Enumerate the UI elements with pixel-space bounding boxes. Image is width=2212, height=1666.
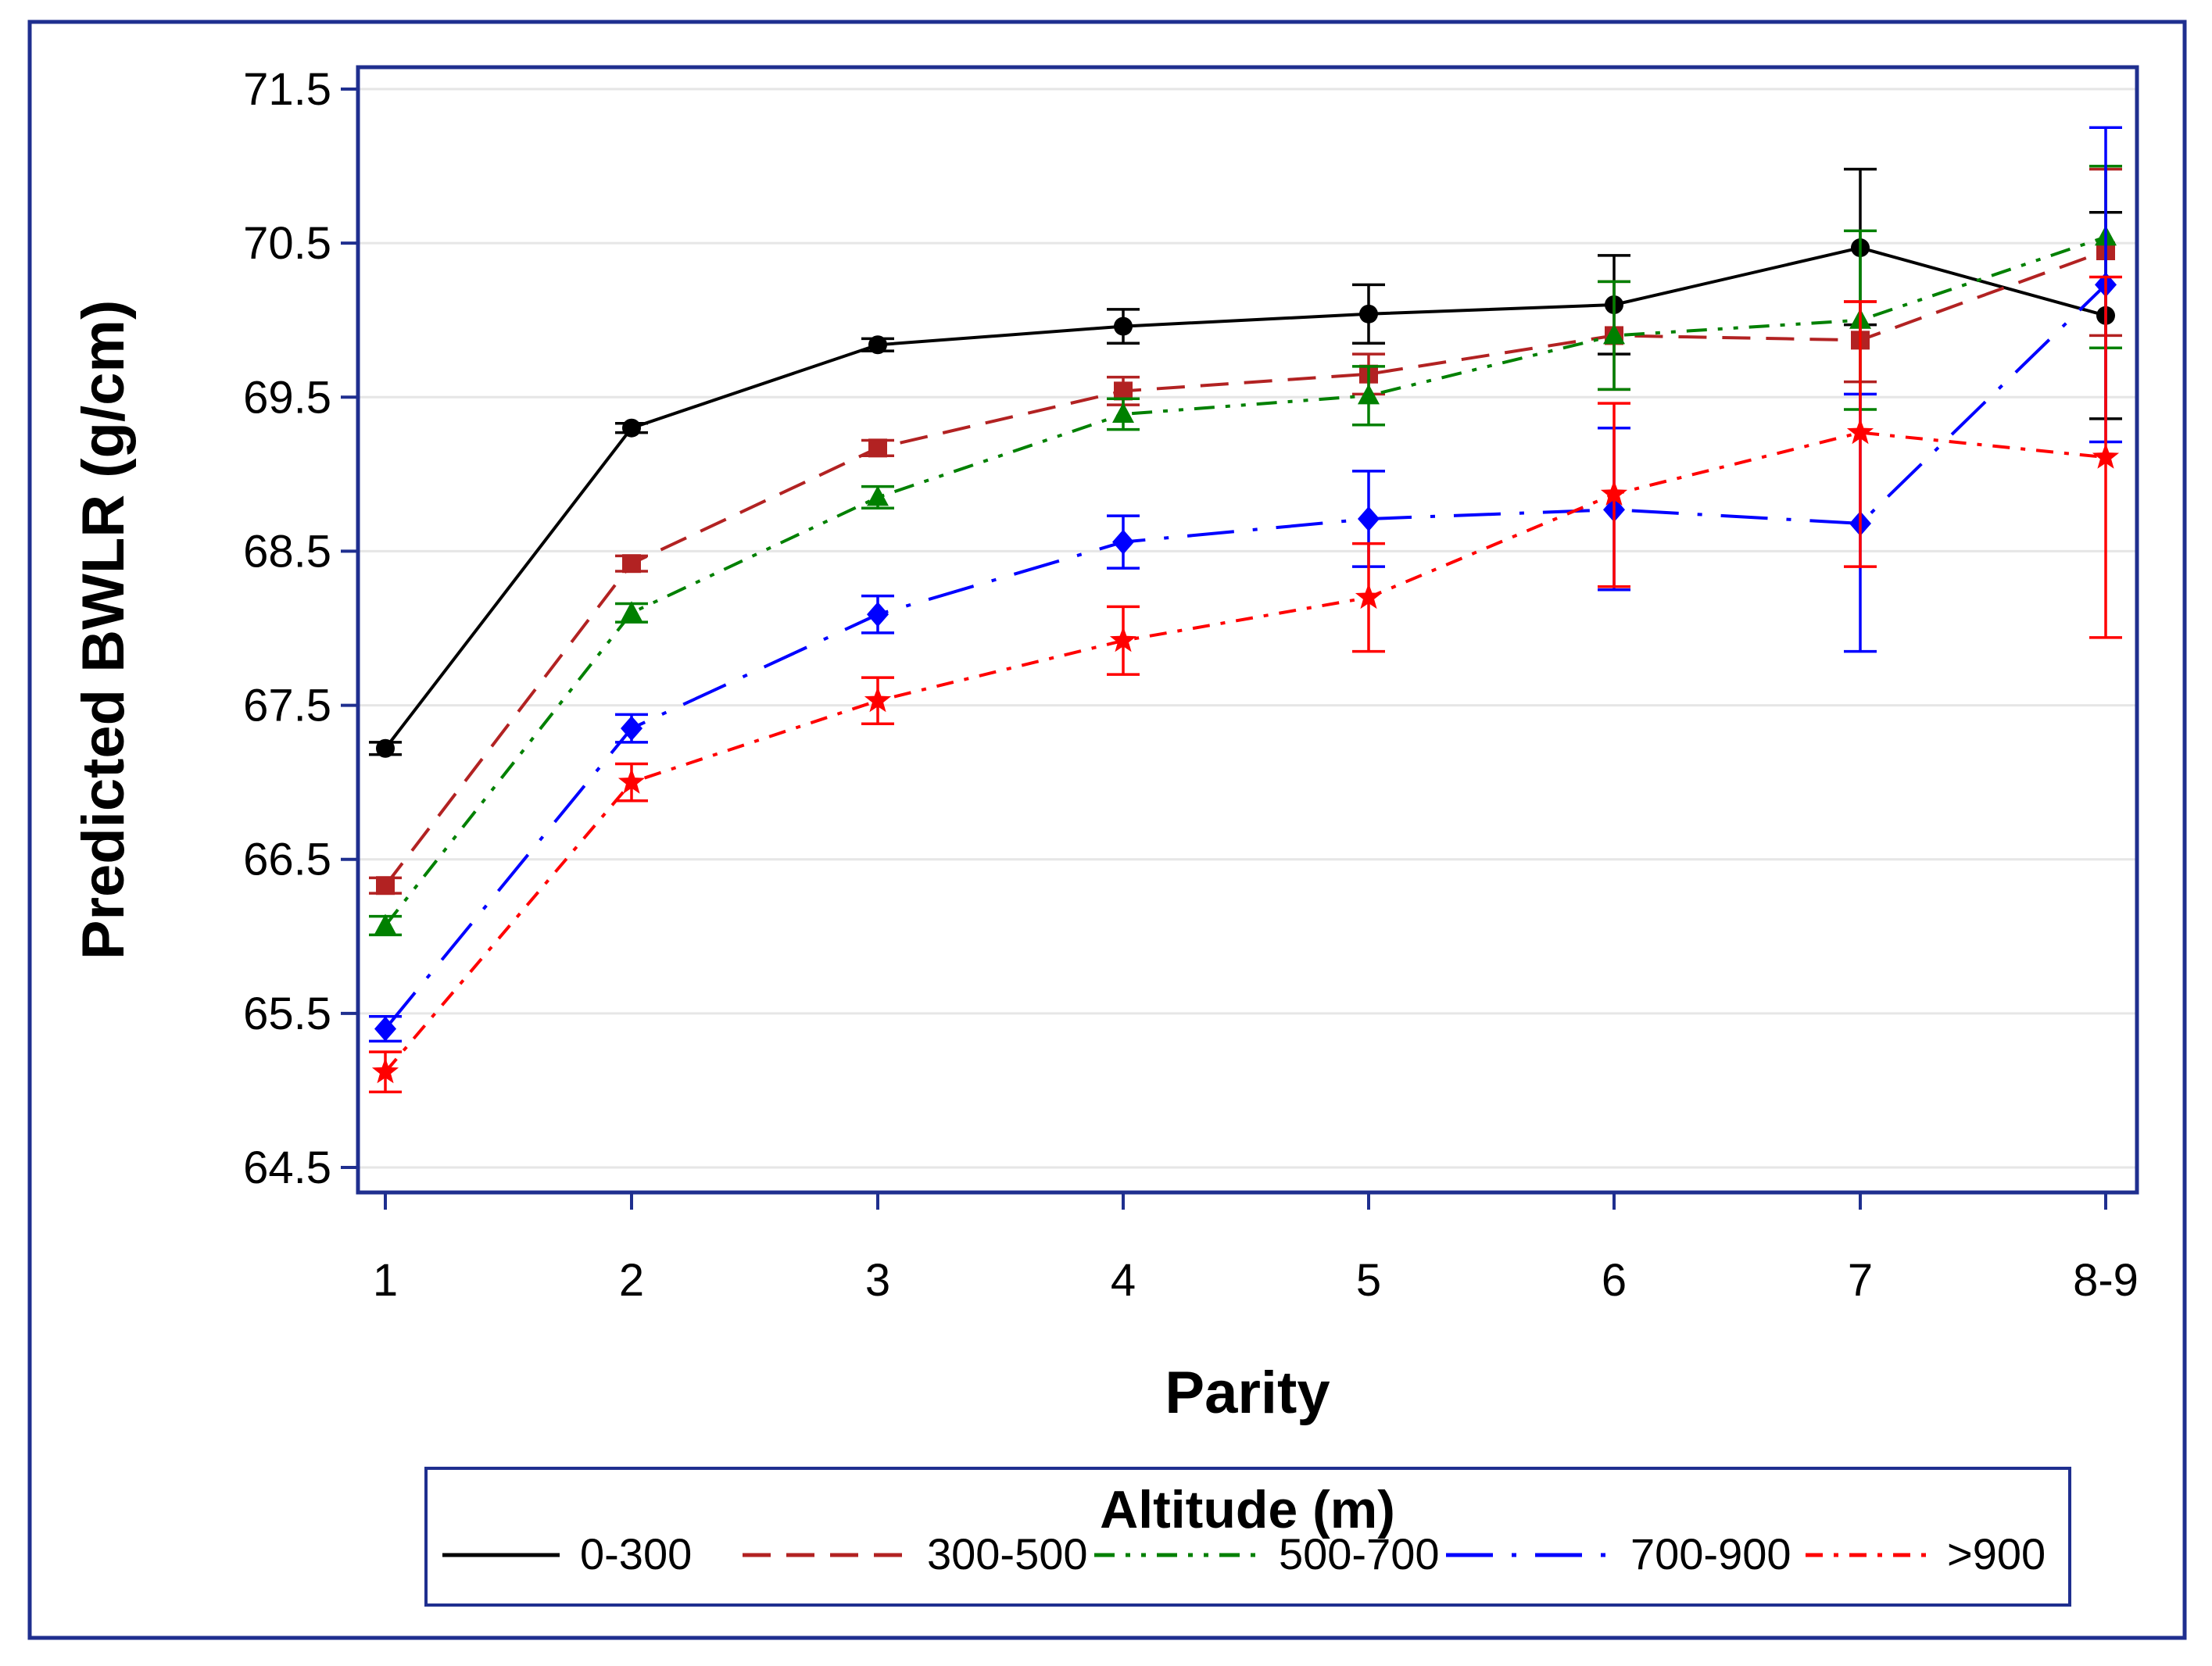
series-line <box>384 249 2106 887</box>
data-point <box>1358 384 1380 405</box>
data-point <box>1355 583 1383 610</box>
legend-label: 300-500 <box>927 1529 1088 1578</box>
legend-items: 0-300 300-500 500-700 700-900 >900 <box>442 1529 2046 1578</box>
y-tick-label: 69.5 <box>243 372 331 423</box>
data-point <box>1114 381 1133 401</box>
data-point <box>1112 402 1134 423</box>
data-point <box>868 438 887 458</box>
y-axis-title: Predicted BWLR (g/cm) <box>70 300 137 960</box>
data-point <box>1603 324 1625 345</box>
x-tick-label: 6 <box>1602 1255 1627 1306</box>
legend-label: 0-300 <box>580 1529 692 1578</box>
legend-label: >900 <box>1947 1529 2046 1578</box>
y-tick-label: 64.5 <box>243 1142 331 1193</box>
data-point <box>1359 304 1378 324</box>
data-point <box>864 686 892 713</box>
x-tick-label: 7 <box>1848 1255 1873 1306</box>
data-point <box>867 485 889 506</box>
data-point <box>621 716 642 742</box>
x-tick-label: 2 <box>619 1255 644 1306</box>
legend: Altitude (m) 0-300 300-500 500-700 700-900 >… <box>424 1467 2071 1607</box>
y-tick-label: 65.5 <box>243 989 331 1039</box>
data-point <box>1358 506 1380 532</box>
data-point <box>376 876 395 896</box>
legend-item: >900 <box>1806 1529 2046 1578</box>
data-point <box>617 768 646 794</box>
series-line <box>384 431 2106 1074</box>
y-tick-label: 70.5 <box>243 218 331 269</box>
data-point <box>1109 626 1137 652</box>
legend-item: 0-300 <box>442 1529 692 1578</box>
data-point <box>1114 316 1133 336</box>
series-layer <box>369 126 2122 1094</box>
legend-item: 500-700 <box>1094 1529 1440 1578</box>
x-axis-title: Parity <box>1165 1360 1330 1426</box>
x-tick-label: 4 <box>1111 1255 1136 1306</box>
legend-label: 700-900 <box>1630 1529 1791 1578</box>
data-point <box>1600 480 1628 506</box>
series-300-500 <box>369 167 2122 896</box>
plot-frame <box>356 65 2139 1195</box>
gridlines <box>358 88 2137 1169</box>
data-point <box>868 335 887 355</box>
data-point <box>622 418 641 438</box>
x-tick-label: 5 <box>1356 1255 1381 1306</box>
series-line <box>384 246 2106 750</box>
axes: 64.5 65.5 66.5 67.5 68.5 69.5 70.5 71.5 1 2 3 4 5 6 7 8… <box>243 64 2139 1306</box>
data-point <box>374 1016 396 1042</box>
data-point <box>371 1057 399 1084</box>
data-point <box>622 554 641 574</box>
data-point <box>867 602 889 627</box>
series-line <box>384 235 2106 927</box>
data-point <box>374 913 396 935</box>
series->900 <box>369 275 2122 1094</box>
legend-title: Altitude (m) <box>1100 1480 1395 1539</box>
y-tick-label: 67.5 <box>243 681 331 731</box>
outer-frame <box>27 20 2187 1640</box>
data-point <box>376 738 395 758</box>
y-tick-label: 66.5 <box>243 835 331 885</box>
y-tick-label: 68.5 <box>243 526 331 577</box>
series-line <box>384 283 2107 1030</box>
data-point <box>1112 529 1134 555</box>
data-point <box>621 601 642 622</box>
data-point <box>2092 443 2120 469</box>
legend-item: 300-500 <box>743 1529 1088 1578</box>
x-tick-label: 1 <box>373 1255 398 1306</box>
data-point <box>1846 418 1874 445</box>
legend-item: 700-900 <box>1446 1529 1791 1578</box>
x-tick-label: 8-9 <box>2073 1255 2139 1306</box>
legend-frame <box>424 1467 2071 1607</box>
legend-label: 500-700 <box>1279 1529 1440 1578</box>
y-tick-label: 71.5 <box>243 64 331 115</box>
x-tick-label: 3 <box>865 1255 890 1306</box>
